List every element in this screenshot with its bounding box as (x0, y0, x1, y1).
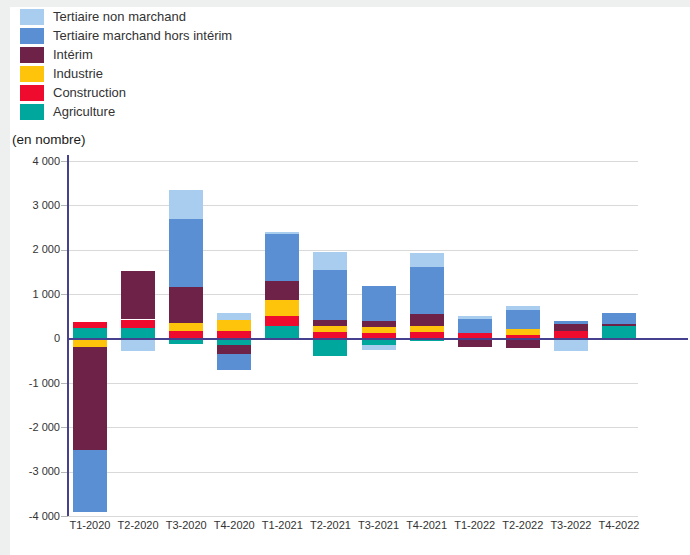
bar-segment (458, 339, 492, 347)
bar-segment (169, 323, 203, 331)
bar-segment (458, 316, 492, 319)
gridline (68, 427, 638, 428)
y-tick-label: 0 (14, 332, 60, 344)
bar-segment (313, 339, 347, 357)
bar-segment (313, 252, 347, 270)
bar-segment (265, 232, 299, 234)
bar-segment (217, 320, 251, 332)
bar-segment (169, 219, 203, 287)
bar-segment (265, 281, 299, 300)
bar-segment (121, 271, 155, 320)
bar-segment (554, 324, 588, 331)
bar-segment (121, 320, 155, 328)
bar-segment (554, 339, 588, 352)
y-tick-label: 3 000 (14, 199, 60, 211)
y-axis-line (67, 155, 69, 516)
bar-segment (602, 313, 636, 325)
bar-segment (73, 347, 107, 450)
gridline (68, 205, 638, 206)
bar-segment (169, 287, 203, 323)
gridline (68, 250, 638, 251)
bar-segment (169, 190, 203, 219)
y-tick-label: -4 000 (14, 510, 60, 522)
bar-segment (121, 339, 155, 352)
bar-segment (313, 270, 347, 320)
bar-segment (313, 320, 347, 327)
y-tick-label: 2 000 (14, 243, 60, 255)
bar-segment (313, 326, 347, 332)
bar-segment (73, 339, 107, 347)
bar-segment (602, 324, 636, 326)
bar-segment (506, 310, 540, 329)
gridline (68, 161, 638, 162)
y-tick-label: -1 000 (14, 377, 60, 389)
bar-segment (362, 321, 396, 327)
bar-segment (265, 316, 299, 326)
y-tick-label: 1 000 (14, 288, 60, 300)
bar-segment (217, 313, 251, 320)
chart-card: Tertiaire non marchandTertiaire marchand… (10, 7, 690, 555)
bar-segment (506, 329, 540, 334)
bar-segment (362, 327, 396, 333)
bar-segment (410, 326, 444, 332)
bar-segment (410, 314, 444, 326)
bar-segment (506, 306, 540, 310)
bar-segment (554, 321, 588, 324)
gridline (68, 516, 638, 517)
bar-segment (410, 267, 444, 314)
y-tick-label: -3 000 (14, 465, 60, 477)
y-tick-label: -2 000 (14, 421, 60, 433)
bar-segment (458, 319, 492, 333)
zero-line (68, 338, 688, 340)
bar-segment (362, 286, 396, 321)
gridline (68, 383, 638, 384)
bar-segment (410, 253, 444, 267)
bar-segment (73, 322, 107, 328)
bar-segment (217, 345, 251, 353)
bar-segment (265, 300, 299, 316)
bar-segment (73, 450, 107, 512)
bar-segment (217, 354, 251, 370)
y-tick-mark (61, 516, 68, 517)
y-tick-label: 4 000 (14, 155, 60, 167)
gridline (68, 472, 638, 473)
bar-segment (362, 345, 396, 350)
bar-segment (265, 234, 299, 282)
bar-segment (506, 339, 540, 348)
plot-area: 4 000 3 000 2 000 1 000 0 -1 000 -2 000 -3 000 -… (10, 7, 690, 555)
x-tick-label: T4-2022 (589, 519, 649, 531)
